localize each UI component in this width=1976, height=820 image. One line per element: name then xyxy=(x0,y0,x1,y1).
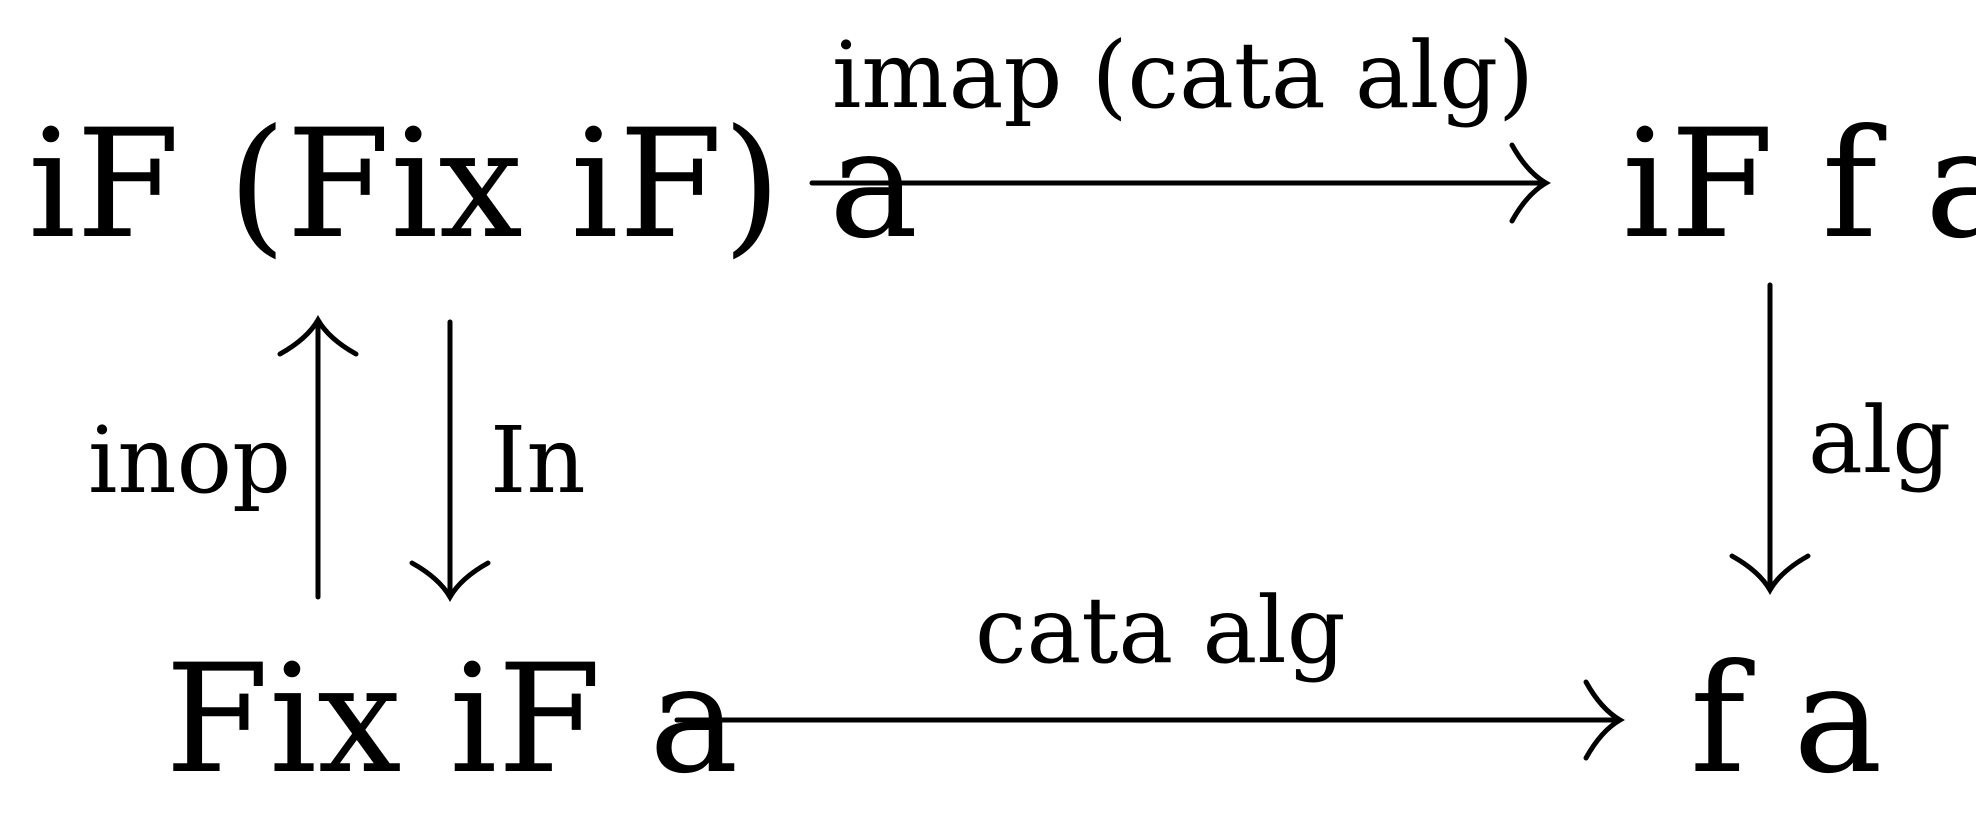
label-left-down-arrow: In xyxy=(490,407,586,514)
node-top-left: iF (Fix iF) a xyxy=(28,98,919,272)
arrow-left-up xyxy=(277,315,359,600)
arrow-bottom xyxy=(674,679,1625,761)
label-top-arrow: imap (cata alg) xyxy=(832,22,1535,129)
node-bottom-left: Fix iF a xyxy=(165,633,739,807)
node-bottom-right: f a xyxy=(1690,633,1883,807)
node-top-right: iF f a xyxy=(1622,98,1976,272)
label-right-arrow: alg xyxy=(1808,387,1952,494)
arrow-top xyxy=(809,142,1551,224)
label-bottom-arrow: cata alg xyxy=(975,577,1346,684)
arrow-left-down xyxy=(409,319,491,602)
arrow-right xyxy=(1729,282,1811,595)
label-left-up-arrow: inop xyxy=(88,407,291,514)
